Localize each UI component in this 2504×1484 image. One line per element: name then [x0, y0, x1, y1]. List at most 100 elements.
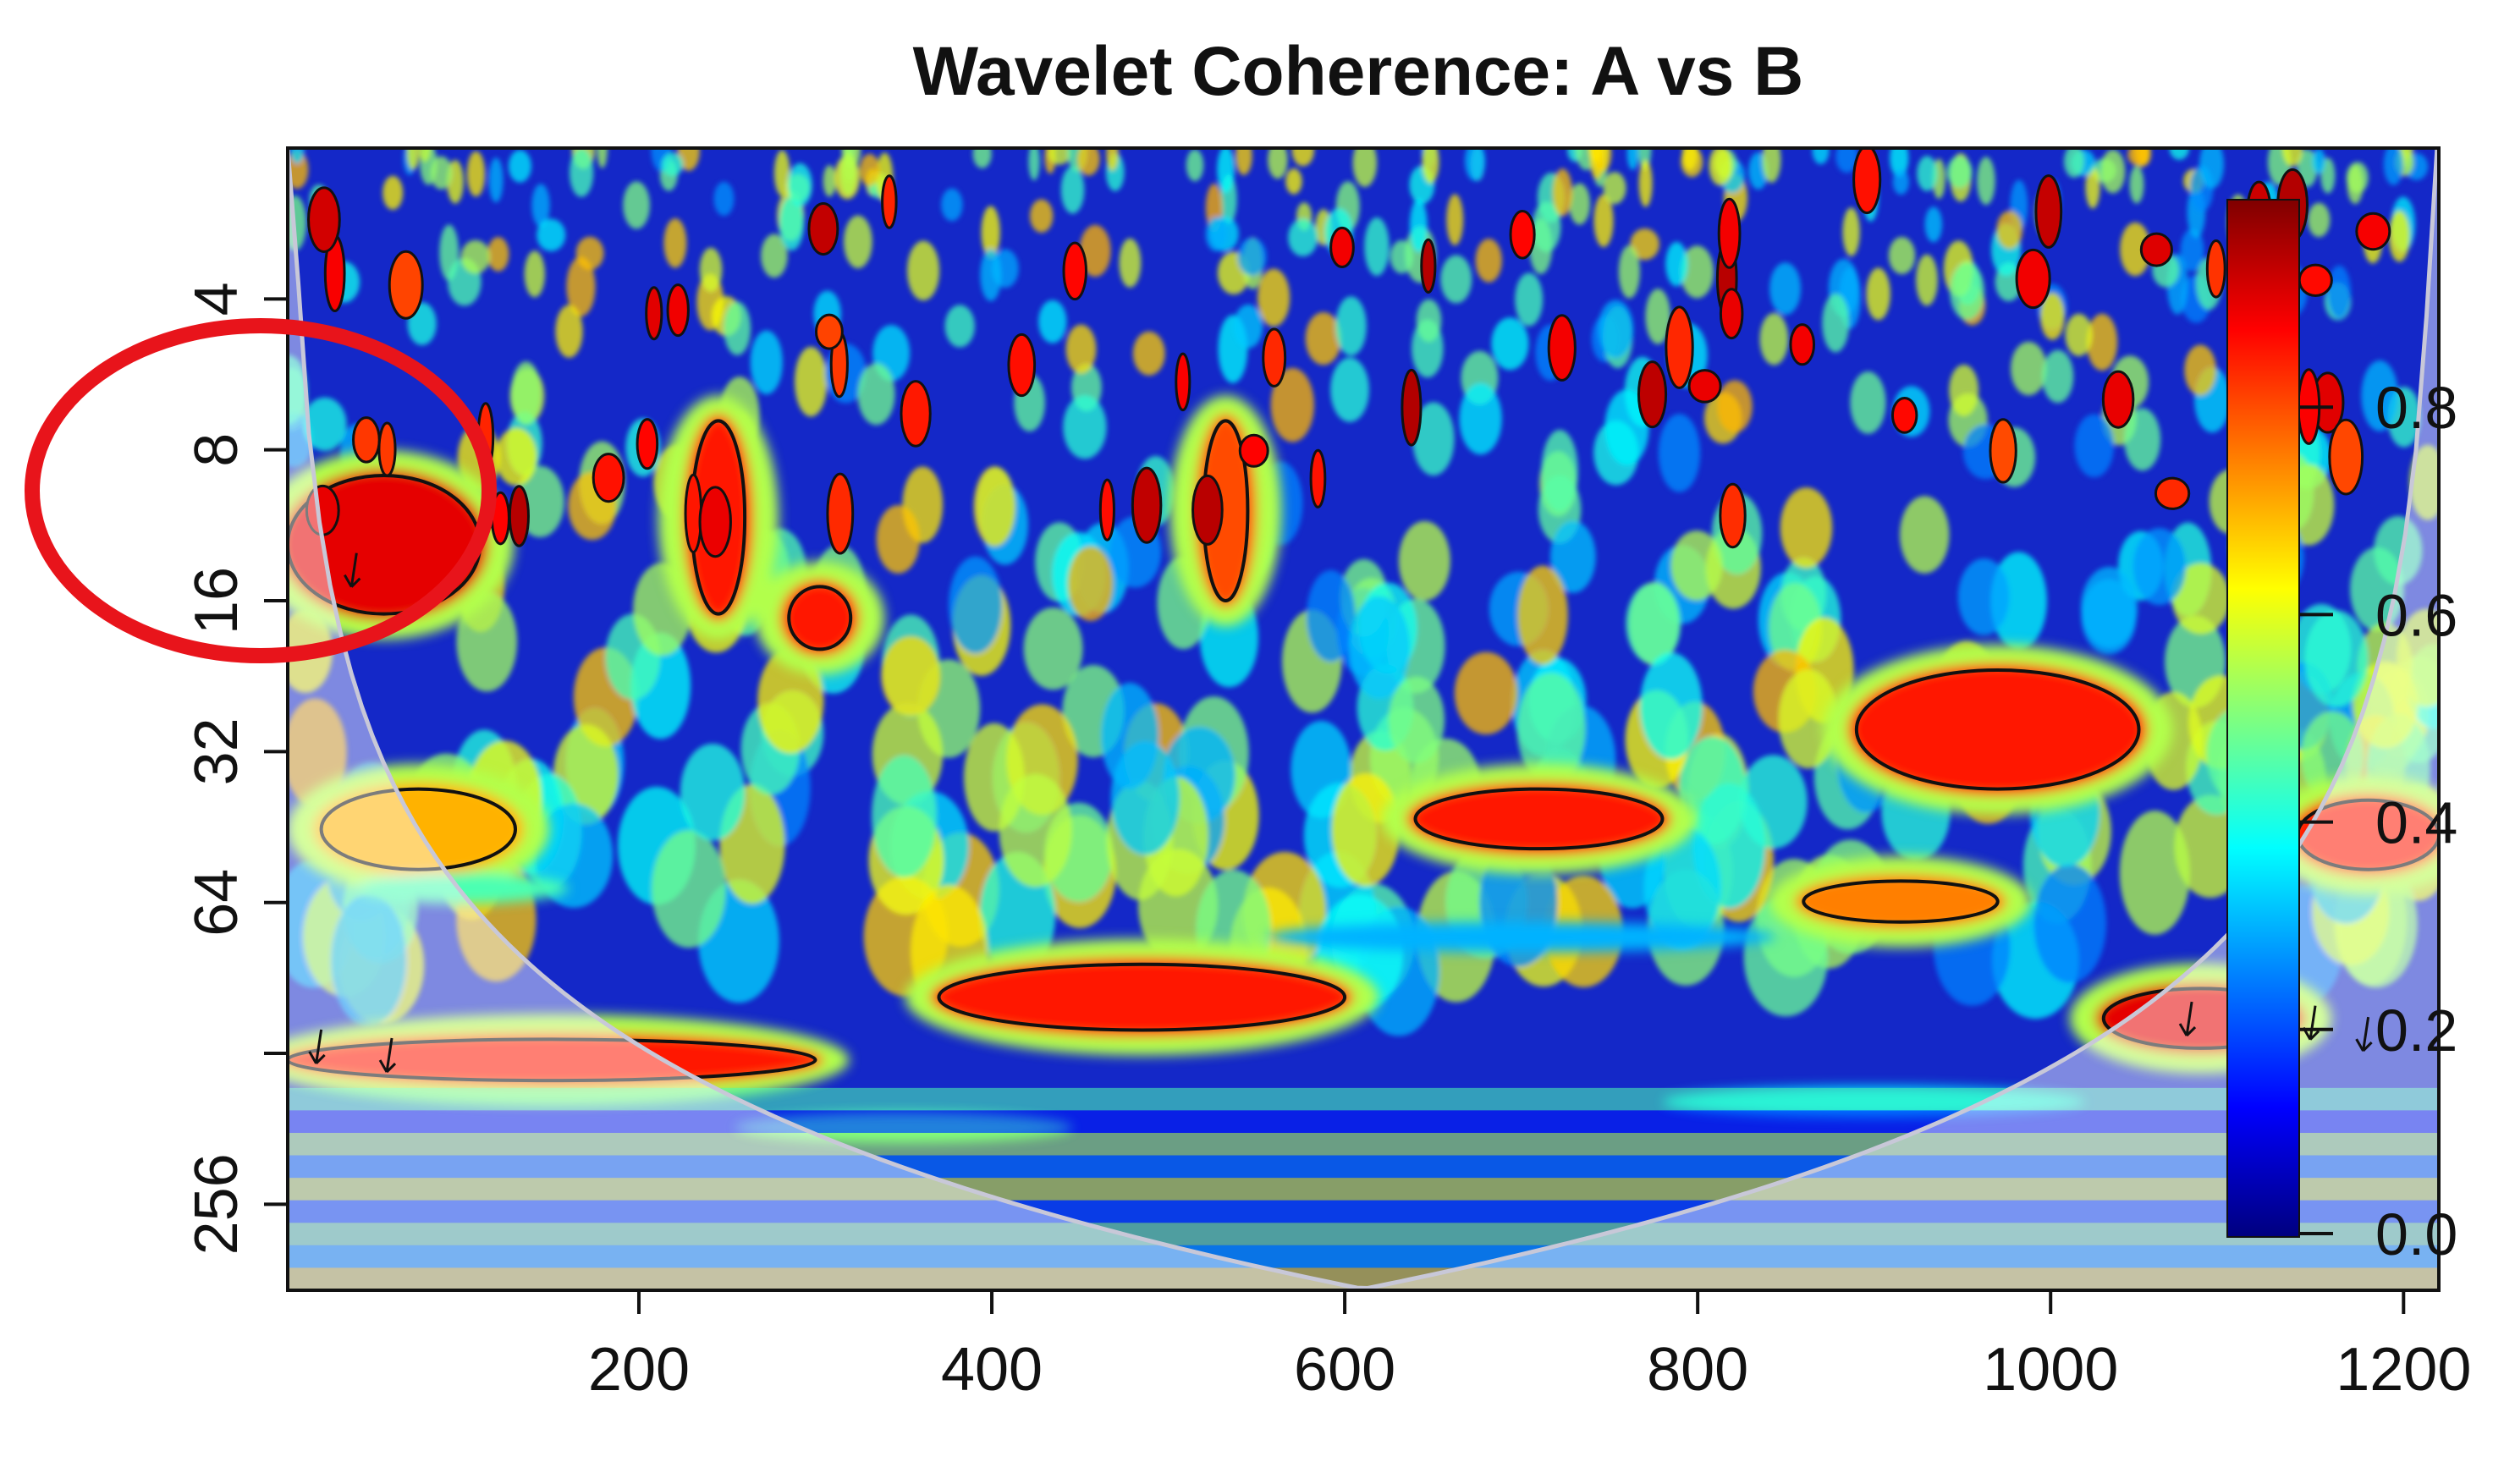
- texture-cell: [1270, 367, 1314, 442]
- y-tick-label: 16: [183, 567, 250, 635]
- texture-cell: [844, 215, 872, 269]
- x-axis: 200 400 600 800 1000 1200: [588, 1290, 2471, 1404]
- cone-of-influence-shade: [288, 148, 2439, 1290]
- texture-cell: [1268, 148, 1288, 179]
- texture-cell: [456, 591, 518, 692]
- texture-cell: [761, 234, 788, 278]
- texture-cell: [1762, 148, 1781, 184]
- texture-cell: [466, 151, 486, 197]
- significance-contour: [645, 286, 663, 341]
- texture-cell: [794, 346, 828, 417]
- texture-cell: [1348, 596, 1411, 700]
- texture-cell: [1842, 207, 1860, 256]
- significance-contour: [1329, 226, 1355, 269]
- texture-cell: [1950, 262, 1985, 321]
- coherence-ridge: [1267, 921, 1775, 953]
- texture-cell: [1640, 652, 1703, 760]
- significance-contour: [2139, 232, 2173, 267]
- significance-contour: [1238, 433, 1269, 468]
- texture-cell: [2169, 148, 2189, 160]
- y-tick-label: 256: [183, 1153, 250, 1255]
- texture-cell: [1916, 254, 1938, 306]
- chart-title: Wavelet Coherence: A vs B: [913, 33, 1804, 110]
- texture-cell: [1890, 148, 1909, 178]
- texture-cell: [680, 743, 746, 841]
- texture-cell: [1217, 148, 1235, 194]
- texture-cell: [1257, 268, 1291, 327]
- texture-cell: [1618, 245, 1641, 299]
- texture-cell: [2383, 148, 2404, 185]
- texture-cell: [406, 148, 420, 170]
- texture-cell: [2312, 148, 2325, 174]
- texture-cell: [1335, 296, 1367, 356]
- texture-cell: [2085, 166, 2100, 209]
- texture-cell: [1029, 199, 1054, 233]
- texture-cell: [1446, 194, 1464, 246]
- texture-cell: [524, 250, 545, 298]
- significance-contour: [1262, 327, 1287, 387]
- significance-contour: [1852, 148, 1882, 215]
- phase-arrow: [344, 552, 361, 588]
- significance-contour: [807, 202, 839, 256]
- significance-contour: [352, 416, 381, 464]
- texture-cell: [2011, 341, 2047, 396]
- texture-cell: [418, 148, 432, 162]
- texture-cell: [876, 505, 920, 574]
- texture-cell: [1491, 317, 1529, 371]
- texture-cell: [1778, 669, 1838, 769]
- texture-cell: [2180, 228, 2204, 272]
- texture-cell: [1067, 546, 1114, 622]
- texture-cell: [1949, 364, 1979, 416]
- texture-cell: [1996, 211, 2023, 250]
- texture-cell: [2388, 210, 2410, 262]
- texture-cell: [1422, 148, 1439, 184]
- heatmap-area: [288, 148, 2439, 1290]
- texture-cell: [839, 151, 857, 196]
- period-band: [288, 1178, 2439, 1201]
- texture-cell: [1569, 183, 1591, 225]
- texture-cell: [1205, 217, 1228, 252]
- texture-cell: [1892, 168, 1910, 195]
- texture-cell: [2124, 408, 2161, 471]
- texture-cell: [623, 181, 651, 229]
- texture-cell: [1398, 520, 1450, 602]
- significance-contour: [636, 418, 659, 470]
- coherence-ridge: [356, 873, 569, 904]
- x-tick-label: 1000: [1983, 1336, 2118, 1404]
- texture-cell: [1237, 238, 1267, 276]
- texture-cell: [1709, 148, 1732, 186]
- texture-cell: [511, 361, 542, 426]
- texture-cell: [1388, 676, 1445, 764]
- x-tick-label: 1200: [2336, 1336, 2471, 1404]
- texture-cell: [1291, 148, 1314, 167]
- texture-cell: [1924, 206, 1943, 243]
- significance-contour: [2154, 476, 2191, 510]
- texture-cell: [857, 363, 895, 426]
- edge-bands: [288, 1087, 2439, 1290]
- period-band: [288, 1132, 2439, 1156]
- texture-cell: [713, 181, 735, 217]
- texture-cell: [495, 427, 537, 486]
- texture-cell: [1957, 558, 2011, 635]
- texture-cell: [303, 397, 347, 451]
- period-band: [288, 1223, 2439, 1245]
- texture-cell: [1550, 520, 1596, 593]
- significance-contour: [388, 250, 424, 320]
- texture-cell: [2138, 148, 2151, 166]
- significance-contour: [1802, 879, 2000, 924]
- significance-contour: [2355, 212, 2391, 251]
- texture-cell: [1416, 299, 1442, 343]
- significance-contour: [1665, 305, 1694, 389]
- texture-cell: [787, 162, 812, 207]
- texture-cell: [1305, 312, 1342, 366]
- colorbar-gradient: [2226, 199, 2300, 1238]
- texture-cell: [1063, 395, 1107, 459]
- period-band: [288, 1200, 2439, 1223]
- texture-cell: [2119, 811, 2191, 935]
- texture-cell: [2374, 515, 2423, 585]
- texture-cell: [1658, 414, 1701, 492]
- texture-cell: [2120, 222, 2151, 277]
- texture-cell: [750, 330, 783, 395]
- significance-contour: [2205, 239, 2226, 299]
